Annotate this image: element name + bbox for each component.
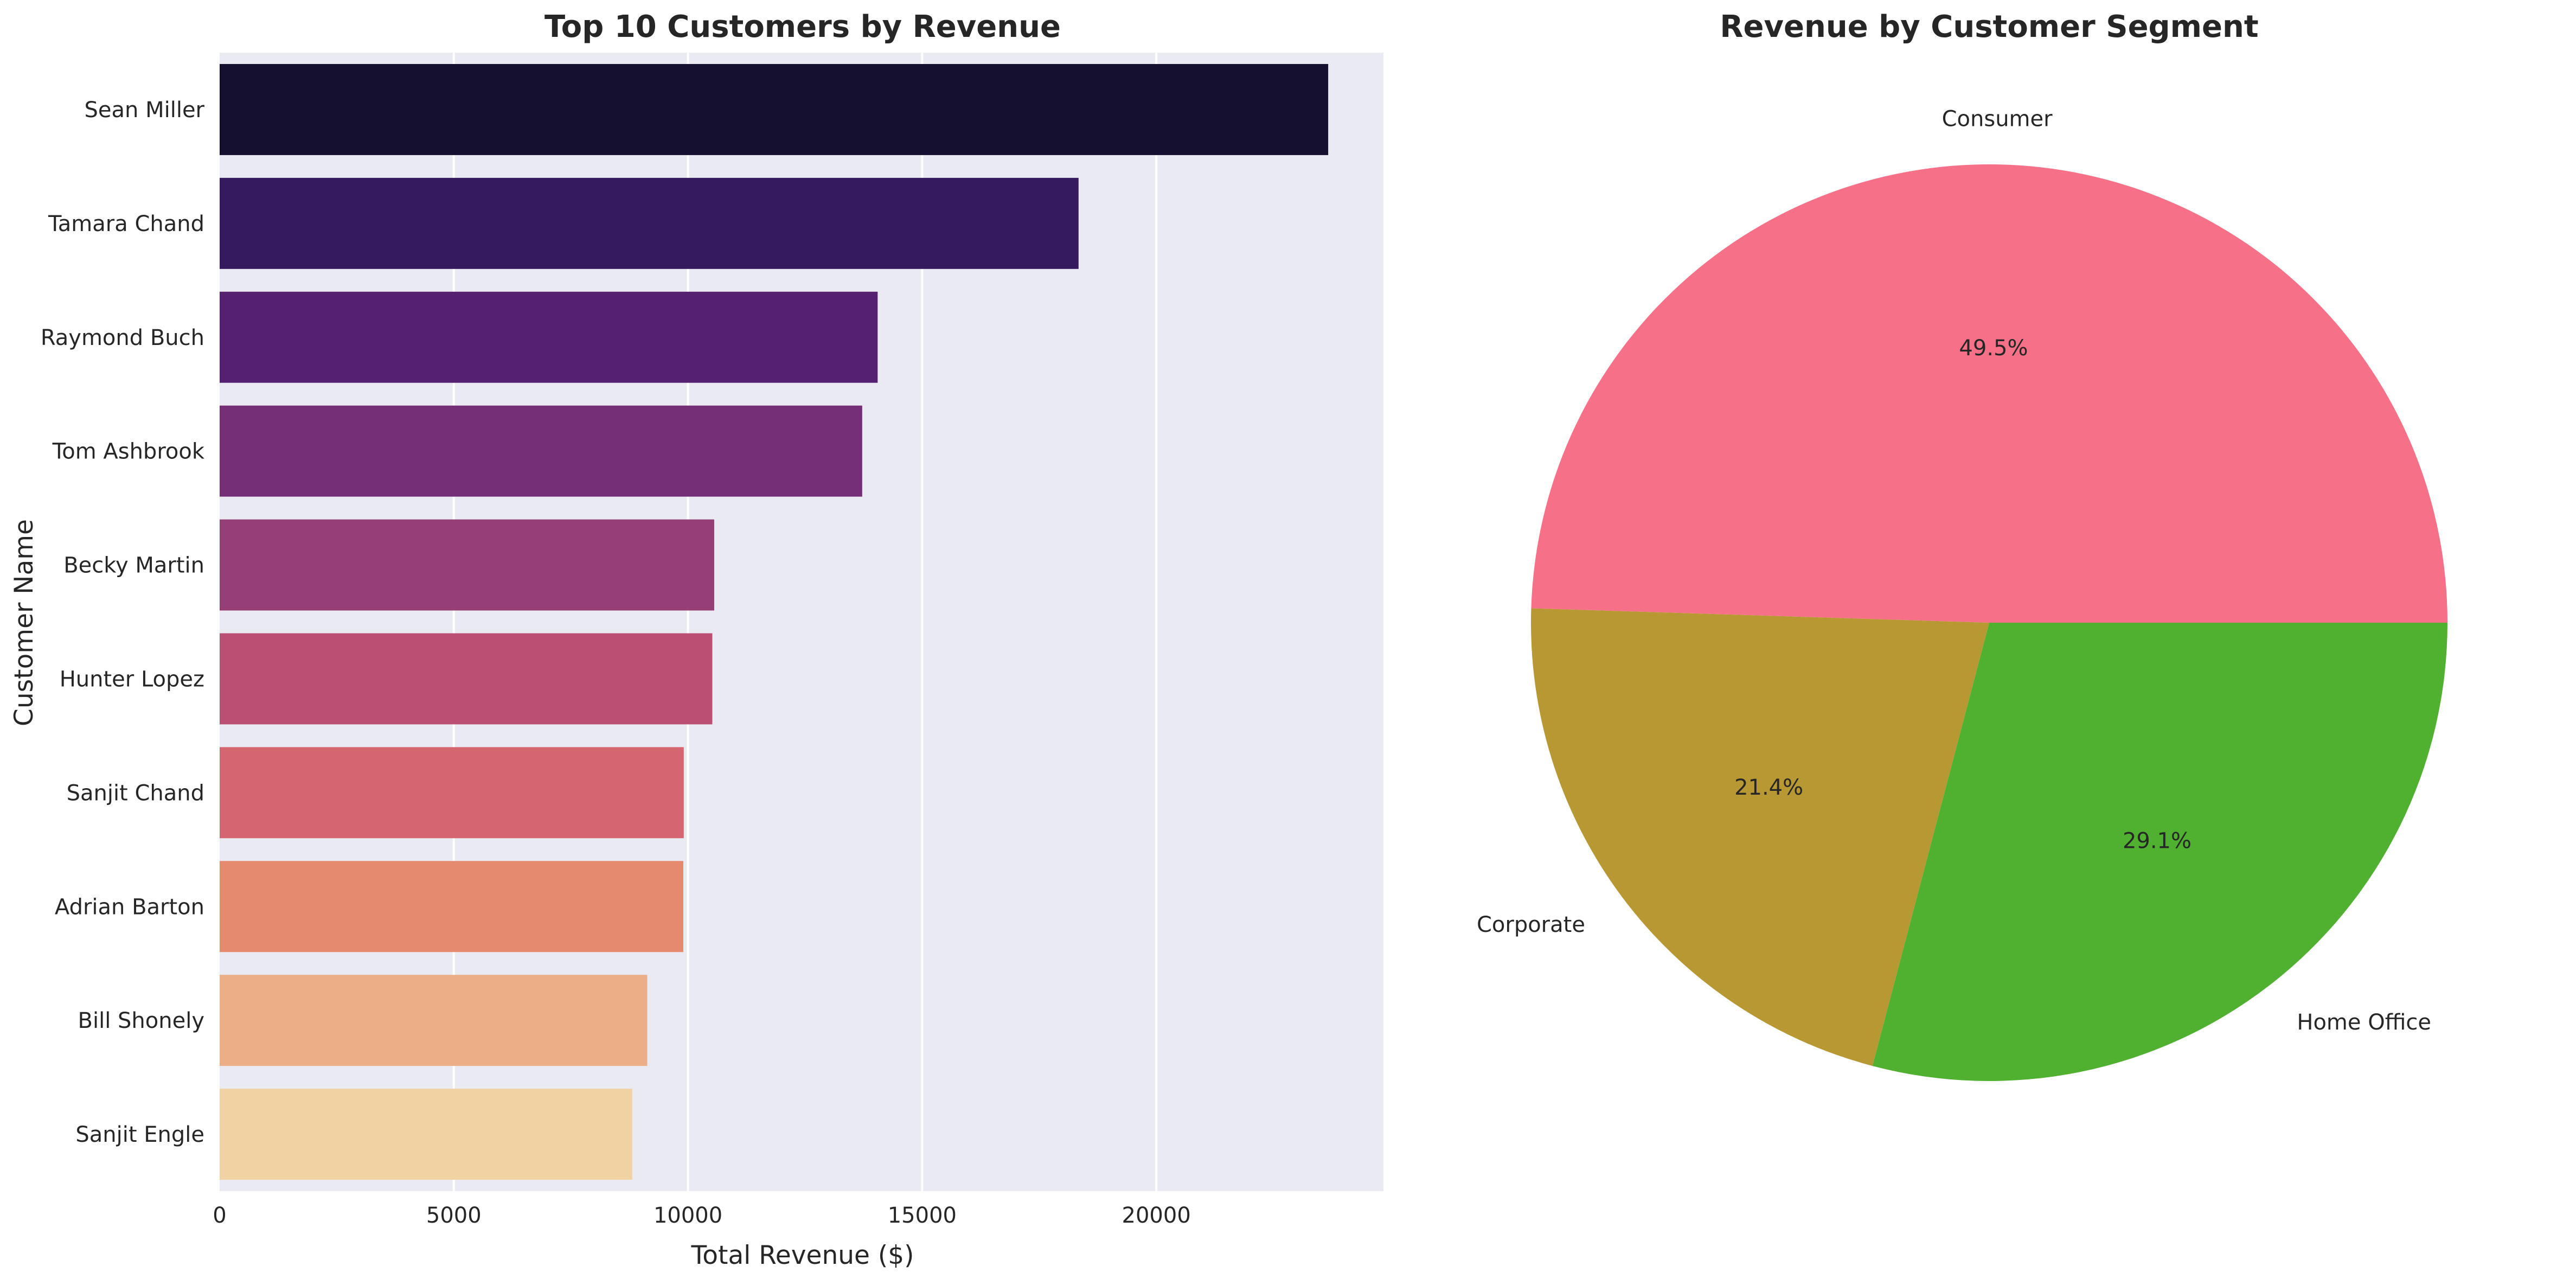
pie-slice-consumer (1531, 164, 2447, 623)
bar-y-tick-label: Tom Ashbrook (52, 439, 205, 464)
pie-chart-title: Revenue by Customer Segment (1720, 9, 2258, 44)
bar-x-tick-label: 15000 (888, 1203, 957, 1228)
pie-labels: Consumer Corporate Home Office (1477, 107, 2431, 1035)
bar-sanjit-chand (220, 747, 684, 839)
bar-y-tick-label: Raymond Buch (41, 325, 204, 350)
bar-y-tick-label: Bill Shonely (78, 1008, 204, 1033)
pie-label-home-office: Home Office (2297, 1010, 2431, 1035)
bar-sean-miller (220, 63, 1329, 155)
bar-bill-shonely (220, 975, 648, 1066)
bar-adrian-barton (220, 861, 683, 952)
bar-chart-title: Top 10 Customers by Revenue (544, 9, 1061, 44)
pie-label-corporate: Corporate (1477, 912, 1585, 937)
bar-marks (220, 63, 1329, 1180)
bar-y-tick-label: Sanjit Engle (75, 1122, 204, 1147)
bar-hunter-lopez (220, 633, 713, 725)
bar-y-tick-label: Hunter Lopez (60, 667, 204, 692)
bar-tom-ashbrook (220, 405, 862, 497)
pie-slices (1531, 164, 2447, 1081)
pie-slice-home-office (1872, 623, 2447, 1081)
pie-percent-consumer: 49.5% (1959, 336, 2028, 361)
pie-slice-corporate (1531, 608, 1989, 1066)
bar-x-axis-label: Total Revenue ($) (691, 1241, 914, 1270)
bar-y-tick-label: Sean Miller (85, 98, 205, 123)
bar-sanjit-engle (220, 1089, 632, 1180)
bar-becky-martin (220, 519, 714, 611)
bar-y-axis-label: Customer Name (9, 519, 39, 726)
bar-x-tick-labels: 0 5000 10000 15000 20000 (213, 1203, 1191, 1228)
pie-percent-corporate: 21.4% (1734, 775, 1803, 800)
bar-y-tick-label: Becky Martin (63, 553, 204, 578)
bar-raymond-buch (220, 291, 878, 383)
bar-y-tick-label: Tamara Chand (48, 212, 204, 236)
bar-y-tick-label: Adrian Barton (55, 894, 204, 919)
pie-percent-labels: 49.5% 21.4% 29.1% (1734, 336, 2191, 854)
bar-x-tick-label: 0 (213, 1203, 226, 1228)
bar-x-tick-label: 5000 (426, 1203, 482, 1228)
bar-x-tick-label: 20000 (1122, 1203, 1191, 1228)
bar-chart: Sean Miller Tamara Chand Raymond Buch Tom A… (9, 9, 1383, 1270)
bar-tamara-chand (220, 177, 1079, 269)
bar-y-tick-labels: Sean Miller Tamara Chand Raymond Buch Tom A… (41, 98, 205, 1147)
pie-percent-home-office: 29.1% (2123, 829, 2191, 854)
bar-x-tick-label: 10000 (653, 1203, 722, 1228)
pie-chart: Revenue by Customer Segment Consumer Corp… (1477, 9, 2447, 1081)
pie-label-consumer: Consumer (1942, 107, 2053, 132)
bar-y-tick-label: Sanjit Chand (67, 781, 204, 805)
